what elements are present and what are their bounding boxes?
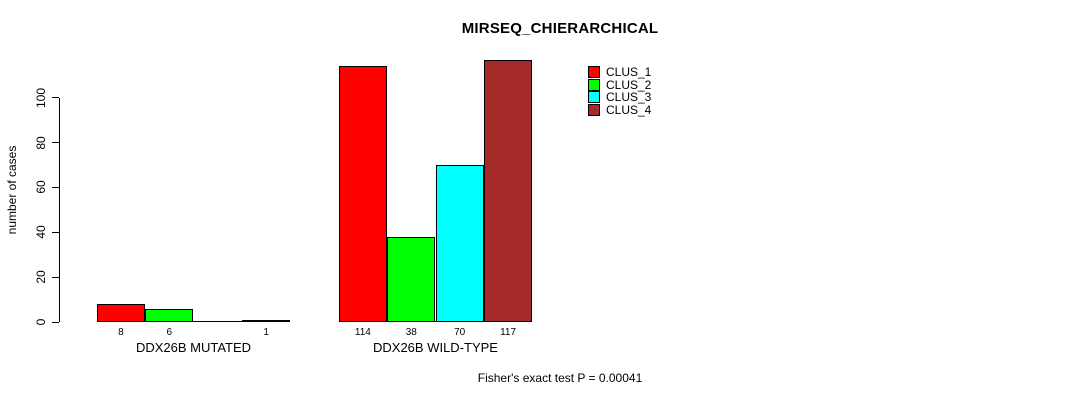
bar-clus_1 xyxy=(338,66,388,322)
bar-clus_3 xyxy=(435,164,484,322)
bar-value-label: 70 xyxy=(454,327,466,338)
bar-clus_4 xyxy=(483,59,533,322)
legend-label: CLUS_2 xyxy=(606,77,652,92)
bar-value-label: 1 xyxy=(263,327,269,338)
legend-row-clus_1: CLUS_1 xyxy=(588,65,652,80)
legend-label: CLUS_3 xyxy=(606,90,652,105)
legend-label: CLUS_4 xyxy=(606,103,652,118)
y-axis-title: number of cases xyxy=(5,145,19,235)
legend-row-clus_3: CLUS_3 xyxy=(588,90,652,105)
legend-row-clus_4: CLUS_4 xyxy=(588,103,652,118)
legend-swatch-clus_2 xyxy=(588,78,600,91)
legend-row-clus_2: CLUS_2 xyxy=(588,77,652,92)
fisher-test-annotation: Fisher's exact test P = 0.00041 xyxy=(477,371,643,385)
y-tick-mark xyxy=(52,186,59,188)
group-label: DDX26B MUTATED xyxy=(135,340,252,355)
legend-label: CLUS_1 xyxy=(606,65,652,80)
y-tick-label: 40 xyxy=(34,225,48,239)
group-baseline xyxy=(338,321,533,322)
bar-value-label: 38 xyxy=(405,327,417,338)
y-tick-label: 100 xyxy=(34,87,48,108)
group-baseline xyxy=(96,321,291,322)
y-tick-mark xyxy=(52,97,59,99)
legend-swatch-clus_1 xyxy=(588,66,600,79)
bar-clus_4 xyxy=(241,319,291,322)
y-tick-mark xyxy=(52,321,59,323)
bar-clus_2 xyxy=(145,308,194,322)
group-label: DDX26B WILD-TYPE xyxy=(373,340,498,355)
y-axis-line xyxy=(59,97,60,322)
y-tick-mark xyxy=(52,142,59,144)
y-tick-label: 20 xyxy=(34,270,48,284)
bar-value-label: 8 xyxy=(118,327,124,338)
bar-value-label: 114 xyxy=(354,327,371,338)
y-tick-label: 60 xyxy=(34,180,48,195)
legend: CLUS_1 CLUS_2 CLUS_3 CLUS_4 xyxy=(588,65,652,118)
y-tick-mark xyxy=(52,231,59,233)
bar-value-label: 117 xyxy=(500,327,517,338)
bar-value-label: 6 xyxy=(166,327,173,338)
legend-swatch-clus_4 xyxy=(588,104,600,117)
legend-swatch-clus_3 xyxy=(588,91,600,104)
y-tick-label: 80 xyxy=(34,135,48,150)
chart-title: MIRSEQ_CHIERARCHICAL xyxy=(461,20,659,37)
bar-clus_1 xyxy=(96,304,146,322)
bar-clus_2 xyxy=(387,236,436,322)
y-tick-mark xyxy=(52,276,59,278)
y-tick-label: 0 xyxy=(34,318,48,326)
